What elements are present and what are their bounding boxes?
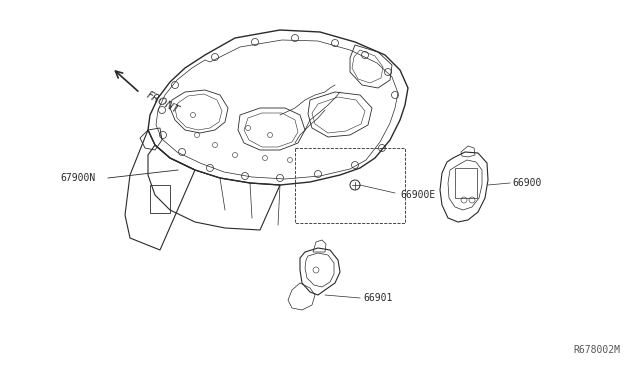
Bar (295, 148, 405, 223)
Text: FRONT: FRONT (145, 90, 181, 115)
Text: 66901: 66901 (363, 293, 392, 303)
Text: 66900E: 66900E (400, 190, 435, 200)
Text: 66900: 66900 (512, 178, 541, 188)
Text: R678002M: R678002M (573, 345, 620, 355)
Bar (455, 168, 477, 198)
Text: 67900N: 67900N (60, 173, 95, 183)
Bar (150, 185, 170, 213)
